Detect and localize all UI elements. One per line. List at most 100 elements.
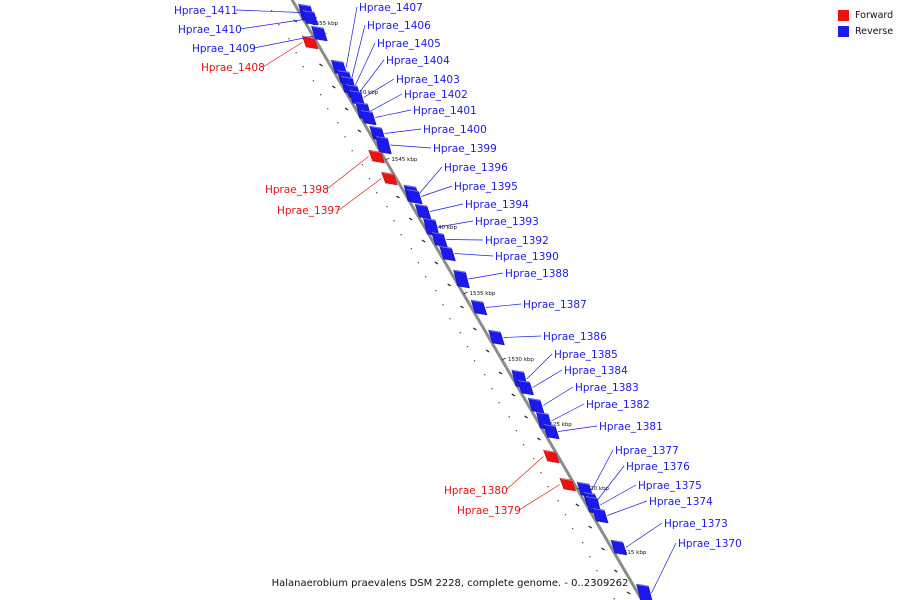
gene-label[interactable]: Hprae_1370 <box>678 538 742 550</box>
ruler-dot <box>557 500 559 502</box>
gene-label[interactable]: Hprae_1396 <box>444 162 508 174</box>
gene-block[interactable] <box>301 9 319 26</box>
gene-label[interactable]: Hprae_1381 <box>599 421 663 433</box>
gene-block[interactable] <box>488 329 505 346</box>
gene-label[interactable]: Hprae_1376 <box>626 461 690 473</box>
leader-line <box>542 386 574 406</box>
gene-block[interactable] <box>359 109 377 126</box>
gene-label[interactable]: Hprae_1375 <box>638 480 702 492</box>
gene-label[interactable]: Hprae_1392 <box>485 235 549 247</box>
gene-label[interactable]: Hprae_1397 <box>277 205 341 217</box>
gene-label[interactable]: Hprae_1380 <box>444 485 508 497</box>
gene-block[interactable] <box>431 231 448 248</box>
ruler-dash <box>357 129 362 133</box>
leader-line <box>651 542 677 594</box>
gene-highlight <box>381 172 395 175</box>
gene-label[interactable]: Hprae_1407 <box>359 2 423 14</box>
ruler-dot <box>361 164 364 166</box>
gene-label[interactable]: Hprae_1374 <box>649 496 713 508</box>
gene-label[interactable]: Hprae_1399 <box>433 143 497 155</box>
ruler-dot <box>473 360 476 362</box>
gene-label[interactable]: Hprae_1402 <box>404 89 468 101</box>
gene-label[interactable]: Hprae_1390 <box>495 251 559 263</box>
gene-block[interactable] <box>414 203 432 220</box>
gene-label[interactable]: Hprae_1383 <box>575 382 639 394</box>
ruler-dot <box>393 220 395 222</box>
tick-label: 1545 kbp <box>391 157 417 163</box>
gene-label[interactable]: Hprae_1405 <box>377 38 441 50</box>
leader-line <box>375 109 412 118</box>
gene-highlight <box>360 110 374 113</box>
gene-block[interactable] <box>406 188 423 205</box>
gene-block[interactable] <box>381 171 398 186</box>
gene-block[interactable] <box>559 477 577 492</box>
gene-block[interactable] <box>439 245 456 262</box>
gene-label[interactable]: Hprae_1394 <box>465 199 529 211</box>
ruler-dot <box>589 556 591 558</box>
gene-label[interactable]: Hprae_1398 <box>265 184 329 196</box>
gene-highlight <box>331 60 345 63</box>
legend: Forward Reverse <box>838 8 893 40</box>
gene-label[interactable]: Hprae_1408 <box>201 62 265 74</box>
ruler-dash <box>331 85 336 89</box>
gene-highlight <box>517 380 531 383</box>
leader-line <box>600 484 637 506</box>
gene-block[interactable] <box>368 149 385 164</box>
gene-label[interactable]: Hprae_1385 <box>554 349 618 361</box>
leader-line <box>468 272 504 280</box>
gene-block[interactable] <box>453 269 470 289</box>
gene-label[interactable]: Hprae_1409 <box>192 43 256 55</box>
gene-label[interactable]: Hprae_1379 <box>457 505 521 517</box>
gene-label[interactable]: Hprae_1400 <box>423 124 487 136</box>
leader-line <box>485 303 522 308</box>
gene-highlight <box>311 26 325 29</box>
tick-label: 1520 kbp <box>583 486 609 492</box>
gene-highlight <box>298 4 312 7</box>
gene-label[interactable]: Hprae_1406 <box>367 20 431 32</box>
leader-line <box>239 17 318 30</box>
gene-block[interactable] <box>636 583 653 600</box>
ruler-dot <box>491 388 493 390</box>
gene-block[interactable] <box>517 379 534 396</box>
gene-label[interactable]: Hprae_1395 <box>454 181 518 193</box>
gene-block[interactable] <box>591 507 609 524</box>
gene-block[interactable] <box>301 35 319 50</box>
gene-label[interactable]: Hprae_1404 <box>386 55 450 67</box>
gene-block[interactable] <box>542 423 560 440</box>
gene-highlight <box>403 185 417 188</box>
ruler-dash <box>626 591 631 595</box>
gene-label[interactable]: Hprae_1388 <box>505 268 569 280</box>
leader-line <box>421 185 453 197</box>
gene-block[interactable] <box>375 135 392 155</box>
gene-label[interactable]: Hprae_1382 <box>586 399 650 411</box>
leader-line <box>390 144 432 149</box>
gene-label[interactable]: Hprae_1393 <box>475 216 539 228</box>
ruler-dash <box>485 349 490 353</box>
gene-label[interactable]: Hprae_1384 <box>564 365 628 377</box>
gene-label[interactable]: Hprae_1401 <box>413 105 477 117</box>
gene-label[interactable]: Hprae_1386 <box>543 331 607 343</box>
ruler-dot <box>295 52 297 54</box>
leader-line <box>235 9 314 14</box>
gene-block[interactable] <box>470 299 488 316</box>
gene-label[interactable]: Hprae_1411 <box>174 5 238 17</box>
gene-label[interactable]: Hprae_1373 <box>664 518 728 530</box>
gene-highlight <box>301 10 315 13</box>
gene-highlight <box>439 246 453 249</box>
gene-block[interactable] <box>610 539 628 556</box>
gene-highlight <box>375 136 389 139</box>
leader-line <box>418 166 443 195</box>
gene-block[interactable] <box>543 449 560 464</box>
gene-highlight <box>423 218 437 221</box>
legend-forward-label: Forward <box>855 10 894 21</box>
gene-highlight <box>585 496 599 499</box>
gene-block[interactable] <box>311 25 328 42</box>
leader-line <box>532 369 563 388</box>
gene-highlight <box>592 508 606 511</box>
gene-label[interactable]: Hprae_1403 <box>396 74 460 86</box>
gene-highlight <box>431 232 445 235</box>
gene-label[interactable]: Hprae_1387 <box>523 299 587 311</box>
gene-label[interactable]: Hprae_1377 <box>615 445 679 457</box>
gene-block[interactable] <box>527 397 545 414</box>
gene-label[interactable]: Hprae_1410 <box>178 24 242 36</box>
